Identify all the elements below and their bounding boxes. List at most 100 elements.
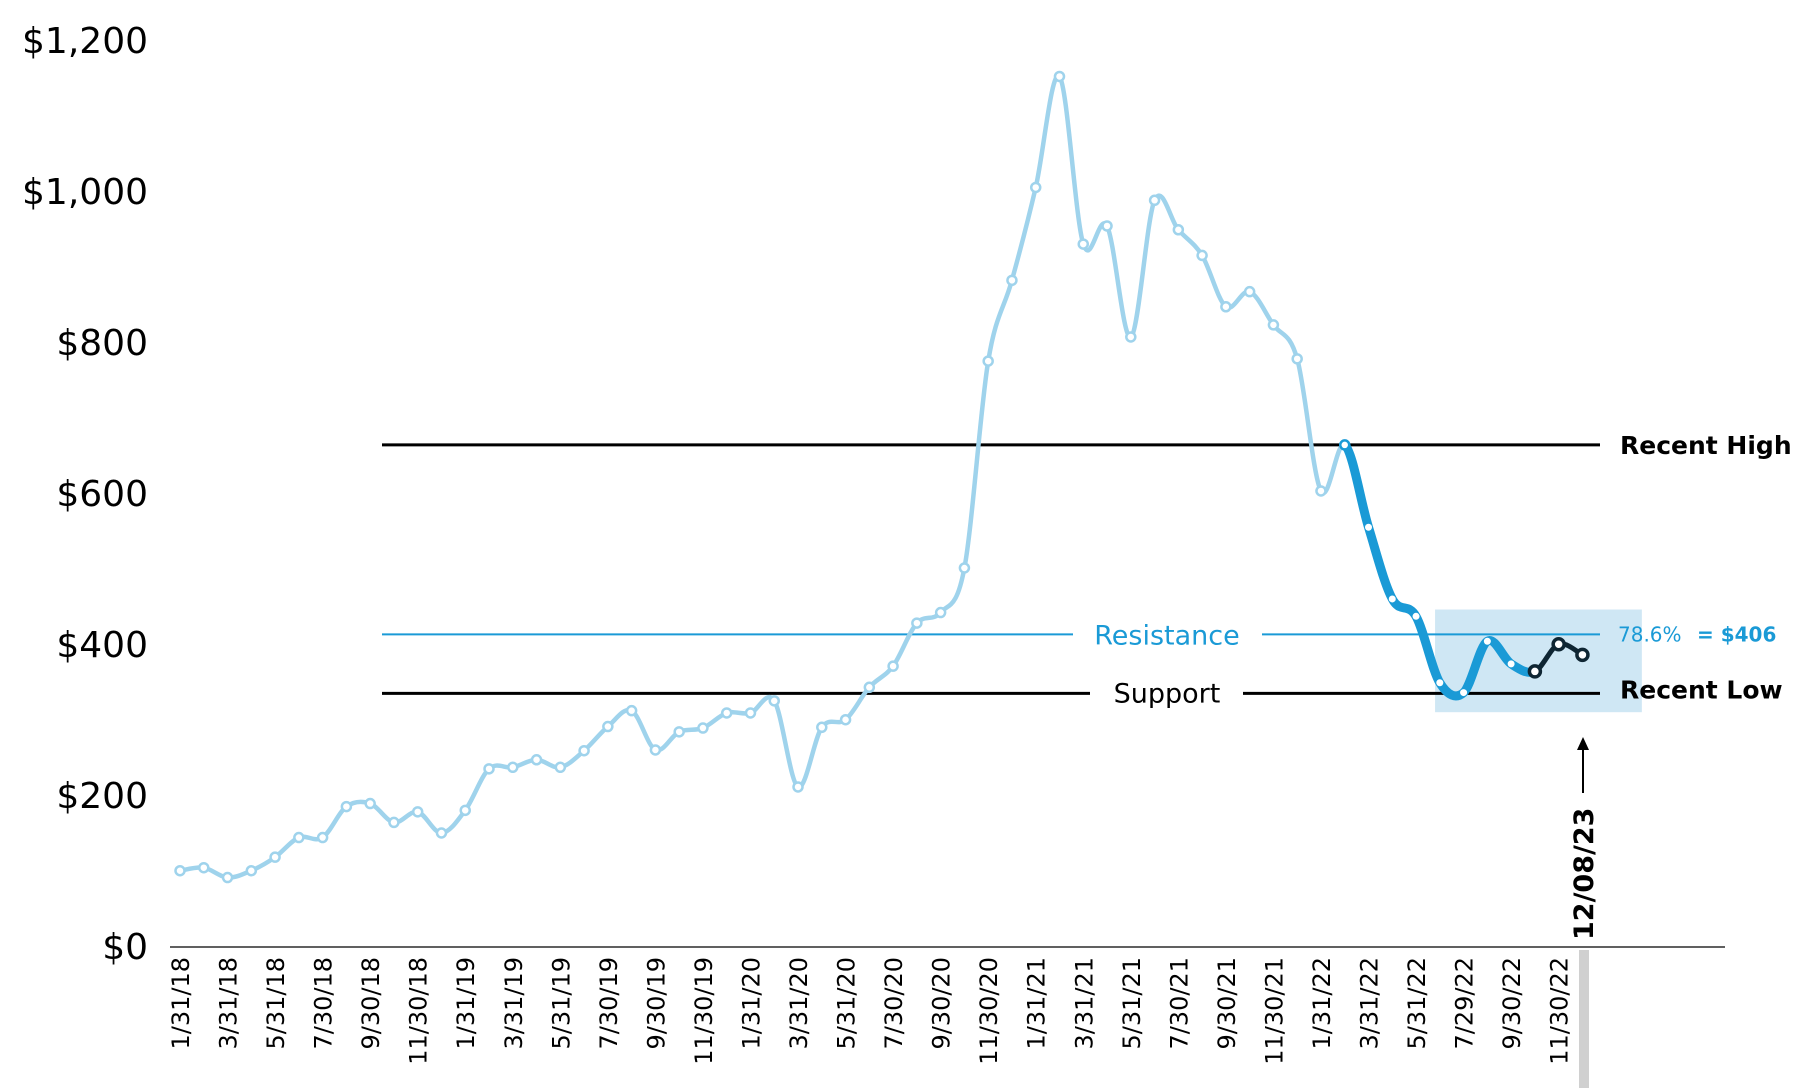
price-point [839, 713, 852, 726]
level-lines-layer [382, 443, 1600, 695]
x-tick-label: 1/31/20 [737, 957, 765, 1050]
price-point [483, 763, 495, 775]
price-point [1029, 181, 1042, 194]
y-tick-label: $1,000 [22, 172, 148, 213]
price-point [697, 722, 709, 734]
price-point [649, 744, 662, 756]
price-point [768, 695, 780, 707]
price-point [174, 864, 186, 877]
axes-layer: $0 $200 $400 $600 $800 $1,000 $1,200 1/31/18 3/3… [22, 21, 1725, 1088]
price-point [1460, 689, 1468, 697]
x-tick-label: 3/31/21 [1070, 957, 1098, 1050]
price-point [1148, 194, 1161, 207]
price-point [625, 704, 638, 717]
x-tick-label: 7/30/18 [310, 957, 338, 1050]
x-tick-label: 7/30/19 [595, 957, 623, 1050]
price-point [1243, 285, 1256, 298]
y-tick-label: $0 [102, 927, 148, 968]
x-tick-label: 1/31/19 [452, 957, 480, 1050]
price-point [934, 606, 947, 619]
price-point [269, 851, 281, 863]
labels-layer: Recent High Recent Low Resistance Support 78… [1094, 431, 1791, 940]
price-point [1077, 238, 1090, 250]
x-tick-label: 9/30/21 [1213, 957, 1241, 1050]
x-tick-label: 9/30/18 [357, 957, 385, 1050]
price-point [744, 707, 757, 719]
price-point [578, 744, 590, 757]
resistance-label: Resistance [1094, 620, 1240, 651]
price-point [507, 761, 519, 774]
x-tick-label: 1/31/18 [167, 957, 195, 1050]
x-tick-label: 11/30/21 [1260, 957, 1288, 1065]
x-tick-label: 3/31/20 [785, 957, 813, 1050]
price-point [911, 617, 923, 629]
y-tick-label: $600 [56, 474, 148, 515]
price-point [1436, 679, 1444, 687]
price-point [1315, 485, 1327, 497]
price-point [388, 816, 400, 829]
price-point [1196, 249, 1208, 262]
price-point [530, 754, 543, 766]
price-point [293, 831, 305, 844]
x-tick-label: 3/31/18 [215, 957, 243, 1050]
price-point [316, 831, 329, 844]
x-tick-label: 9/30/22 [1498, 957, 1526, 1050]
price-point [1220, 301, 1232, 313]
y-tick-label: $1,200 [22, 21, 148, 62]
x-tick-label: 1/31/22 [1308, 957, 1336, 1050]
x-tick-label: 7/29/22 [1451, 957, 1479, 1050]
price-point [816, 721, 828, 734]
x-tick-label: 3/31/22 [1356, 957, 1384, 1050]
price-point [1006, 274, 1018, 287]
price-point [340, 800, 353, 813]
x-tick-label: 9/30/19 [642, 957, 670, 1050]
price-point [792, 781, 804, 793]
price-point [1101, 220, 1113, 232]
price-point [1338, 439, 1351, 451]
price-point [887, 660, 899, 672]
x-tick-label: 5/31/21 [1118, 957, 1146, 1050]
price-point [411, 806, 424, 818]
price-point [1267, 319, 1280, 331]
price-point [958, 562, 971, 574]
price-point [1291, 353, 1303, 365]
support-label: Support [1114, 678, 1221, 709]
price-point [221, 871, 234, 884]
x-tick-label: 11/30/18 [405, 957, 433, 1065]
price-point [364, 797, 376, 810]
price-point [1125, 331, 1137, 343]
price-point [245, 864, 258, 877]
fib-level-label: 78.6% [1618, 622, 1682, 646]
price-point [435, 827, 448, 839]
x-tick-label: 5/31/19 [547, 957, 575, 1050]
x-tick-label: 5/31/20 [833, 957, 861, 1050]
x-tick-label: 9/30/20 [928, 957, 956, 1050]
fib-value-label: = $406 [1697, 622, 1776, 646]
x-tick-label: 5/31/18 [262, 957, 290, 1050]
x-tick-label: 11/30/22 [1546, 957, 1574, 1065]
price-point [1053, 70, 1066, 83]
price-point [1172, 224, 1185, 236]
x-tick-label: 7/30/21 [1165, 957, 1193, 1050]
x-tick-label: 3/31/19 [500, 957, 528, 1050]
x-tick-label: 5/31/22 [1403, 957, 1431, 1050]
x-tick-label: 1/31/21 [1023, 957, 1051, 1050]
highlight-box-layer [1435, 609, 1642, 713]
price-point [1483, 637, 1491, 645]
price-points-layer [174, 70, 1590, 884]
y-tick-label: $400 [56, 625, 148, 666]
price-point [198, 861, 210, 874]
price-point [459, 804, 471, 817]
recent-range-highlight-box [1435, 609, 1642, 713]
price-point [1365, 523, 1372, 531]
price-point [1388, 595, 1396, 603]
price-point [1412, 612, 1420, 620]
price-point [1575, 647, 1590, 663]
price-line-segment [1340, 440, 1540, 701]
price-point [863, 681, 876, 694]
recent-low-label: Recent Low [1620, 675, 1783, 704]
y-tick-label: $200 [56, 776, 148, 817]
x-tick-label: 11/30/20 [975, 957, 1003, 1065]
